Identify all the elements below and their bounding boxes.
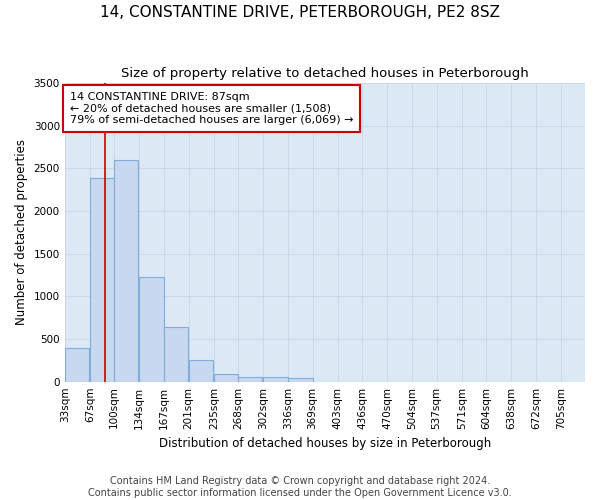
Text: 14, CONSTANTINE DRIVE, PETERBOROUGH, PE2 8SZ: 14, CONSTANTINE DRIVE, PETERBOROUGH, PE2… xyxy=(100,5,500,20)
Text: 14 CONSTANTINE DRIVE: 87sqm
← 20% of detached houses are smaller (1,508)
79% of : 14 CONSTANTINE DRIVE: 87sqm ← 20% of det… xyxy=(70,92,353,125)
Bar xyxy=(214,374,238,382)
Y-axis label: Number of detached properties: Number of detached properties xyxy=(15,140,28,326)
Bar xyxy=(238,377,262,382)
Bar xyxy=(139,276,164,382)
Title: Size of property relative to detached houses in Peterborough: Size of property relative to detached ho… xyxy=(121,68,529,80)
Bar xyxy=(288,378,313,382)
Bar xyxy=(188,360,213,382)
Bar xyxy=(263,378,287,382)
Text: Contains HM Land Registry data © Crown copyright and database right 2024.
Contai: Contains HM Land Registry data © Crown c… xyxy=(88,476,512,498)
Bar xyxy=(114,160,139,382)
Bar xyxy=(65,348,89,382)
Bar xyxy=(164,327,188,382)
X-axis label: Distribution of detached houses by size in Peterborough: Distribution of detached houses by size … xyxy=(159,437,491,450)
Bar xyxy=(90,178,114,382)
